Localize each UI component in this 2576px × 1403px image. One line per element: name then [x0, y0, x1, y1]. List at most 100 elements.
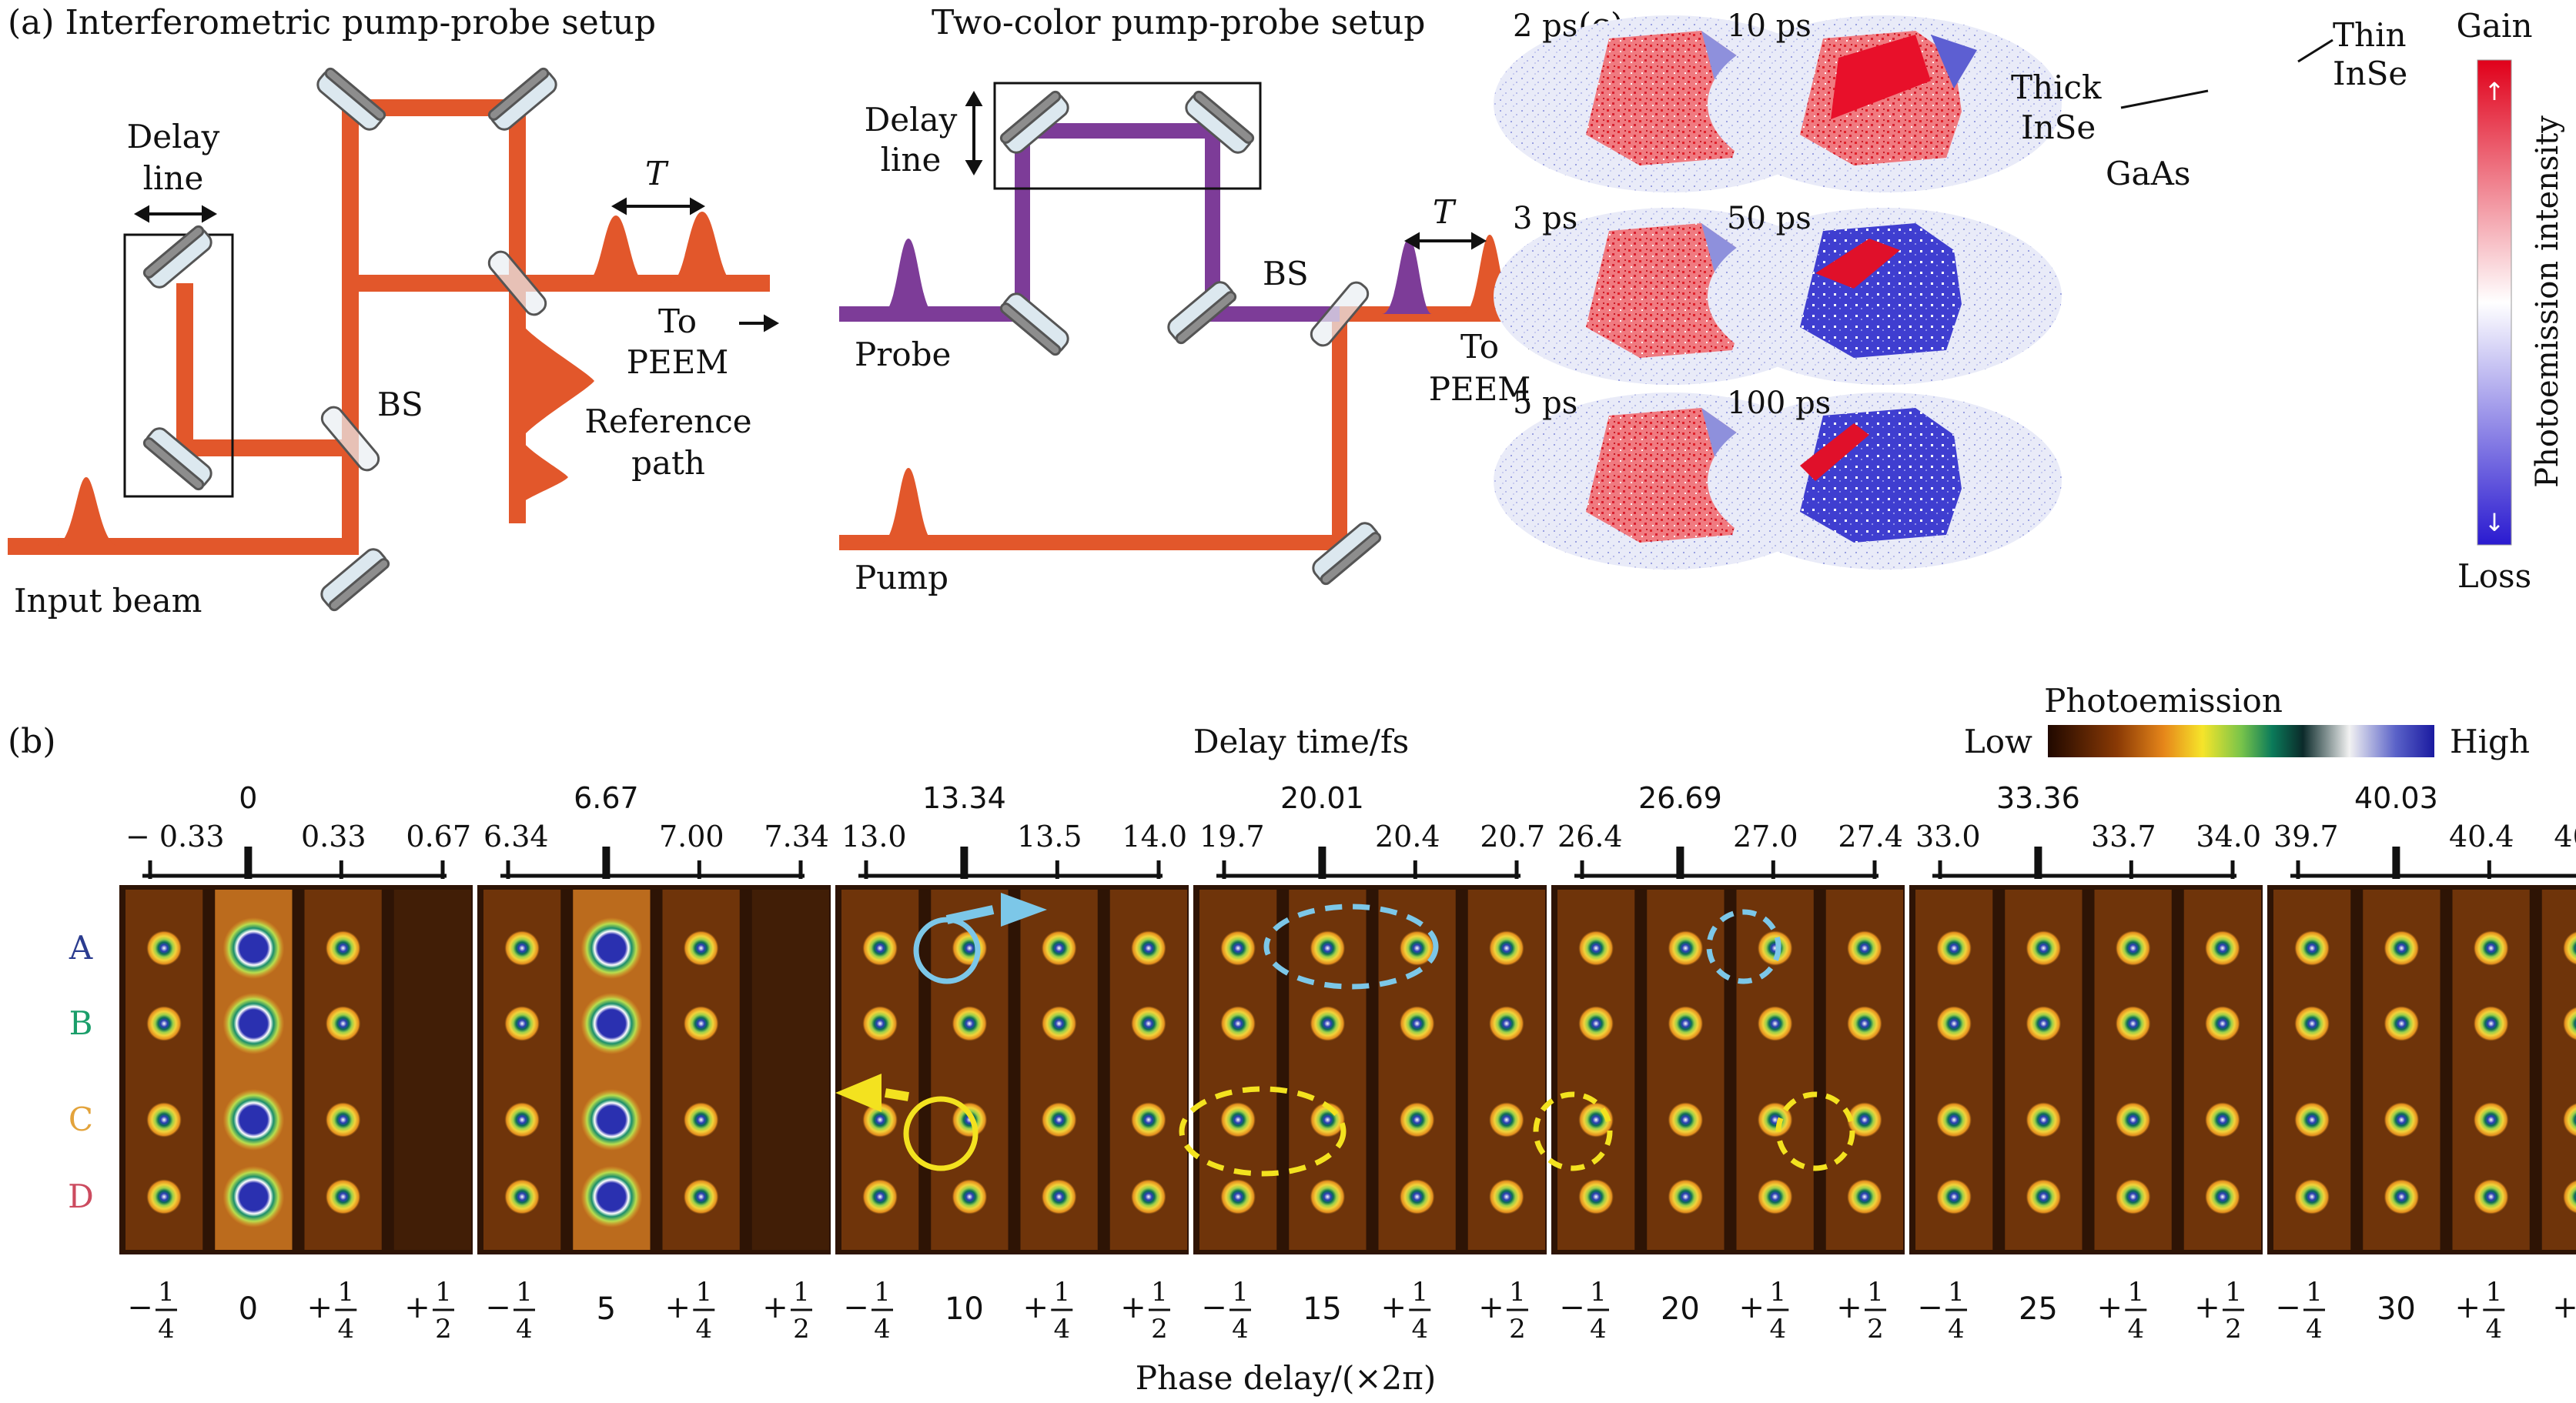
- phase-denominator: 4: [1411, 1314, 1428, 1345]
- photoemission-spot: [2561, 1005, 2576, 1042]
- phase-fraction: −1 4: [843, 1277, 893, 1345]
- photoemission-spot: [682, 1178, 720, 1215]
- photoemission-spot: [1756, 1178, 1794, 1215]
- thick-inse-2: InSe: [2021, 109, 2096, 146]
- row-label: B: [69, 1004, 93, 1042]
- map-time-label: 2 ps: [1513, 8, 1577, 44]
- phase-sign: +: [1023, 1290, 1049, 1325]
- gain-loss-colorbar: [2477, 59, 2512, 546]
- yellow-arrow-shaft: [885, 1088, 909, 1101]
- photoemission-spot: [951, 1178, 989, 1215]
- panel-b: (b) Delay time/fs Photoemission Low High…: [8, 682, 2576, 1397]
- phase-numerator: 1: [793, 1277, 810, 1308]
- phase-denominator: 4: [1590, 1314, 1607, 1345]
- phase-numerator: 1: [1053, 1277, 1070, 1308]
- t2-label: T: [1433, 193, 1457, 231]
- photoemission-spot: [580, 993, 643, 1054]
- photoemission-spot: [324, 1101, 362, 1138]
- delay-line-box: [123, 233, 234, 498]
- photoemission-spot: [1667, 1005, 1705, 1042]
- photoemission-spot: [1935, 1005, 1973, 1042]
- phase-denominator: 4: [2485, 1314, 2502, 1345]
- photoemission-spot: [503, 930, 541, 967]
- delay-subtick-label: 40.4: [2449, 820, 2514, 853]
- phase-fraction: −1 4: [485, 1277, 535, 1345]
- t2-arrow: [1403, 232, 1487, 250]
- photoemission-spot: [2561, 1101, 2576, 1138]
- panel-b-title: (b): [8, 722, 56, 761]
- photoemission-spot: [682, 1101, 720, 1138]
- photoemission-spot: [2472, 1101, 2510, 1138]
- panel-b-overlays: [835, 893, 1855, 1177]
- pulse-group: 0− 0.33 0.33 0.67− 140 +14+ 12: [119, 781, 473, 1345]
- panel-a2-mirrors: [999, 90, 1382, 586]
- phase-numerator: 1: [874, 1277, 891, 1308]
- photoemission-spot: [1577, 930, 1615, 967]
- panel-a: (a) Interferometric pump-probe setup Del…: [8, 3, 780, 620]
- photoemission-spot: [1935, 930, 1973, 967]
- photoemission-spot: [1129, 1101, 1167, 1138]
- phase-center-label: 0: [239, 1291, 258, 1327]
- photoemission-spot: [2472, 930, 2510, 967]
- phase-center-label: 15: [1303, 1291, 1342, 1327]
- photoemission-spot: [2472, 1005, 2510, 1042]
- delay-subtick-label: 26.4: [1557, 820, 1623, 853]
- photoemission-spot: [1398, 930, 1436, 967]
- delay-subtick-label: 19.7: [1199, 820, 1265, 853]
- photoemission-spot: [2114, 930, 2152, 967]
- phase-numerator: 1: [1411, 1277, 1428, 1308]
- delay-subtick-label: 34.0: [2196, 820, 2261, 853]
- phase-sign: −: [127, 1290, 153, 1325]
- photoemission-spot: [1309, 1178, 1347, 1215]
- phase-denominator: 4: [2306, 1314, 2323, 1345]
- beam-splitter-icon: [487, 250, 547, 316]
- frame-strip: [751, 890, 829, 1250]
- probe-label: Probe: [855, 336, 951, 373]
- photoemission-spot: [146, 930, 183, 967]
- photoemission-spot: [1398, 1101, 1436, 1138]
- photoemission-spot: [2203, 1178, 2241, 1215]
- photoemission-spot: [2114, 1178, 2152, 1215]
- photoemission-spot: [2114, 1101, 2152, 1138]
- beam-splitter-icon: [1310, 281, 1370, 347]
- photoemission-spot: [1667, 930, 1705, 967]
- reference-pulse: [517, 316, 594, 446]
- phase-center-label: 10: [945, 1291, 984, 1327]
- reference-pulse-2: [517, 431, 568, 508]
- mirror-icon: [1167, 281, 1237, 345]
- photoemission-spot: [1845, 930, 1883, 967]
- photoemission-spot: [1487, 930, 1525, 967]
- phase-sign: −: [2275, 1290, 2301, 1325]
- phase-fraction: −1 4: [1917, 1277, 1967, 1345]
- map-time-label: 3 ps: [1513, 201, 1577, 236]
- photoemission-colorbar: [2048, 725, 2434, 757]
- phase-sign: +: [307, 1290, 333, 1325]
- photoemission-spot: [2025, 1005, 2062, 1042]
- photoemission-spot: [2561, 1178, 2576, 1215]
- photoemission-spot: [1756, 1101, 1794, 1138]
- delay-subtick-label: 13.0: [841, 820, 907, 853]
- phase-denominator: 2: [435, 1314, 452, 1345]
- pulse-groups: 0− 0.33 0.33 0.67− 140 +14+ 126.676.34 7.00 7.3…: [119, 781, 2576, 1345]
- delay-line2-arrow: [965, 90, 983, 176]
- photoemission-spot: [503, 1178, 541, 1215]
- phase-sign: +: [2194, 1290, 2220, 1325]
- photoemission-spot: [324, 1178, 362, 1215]
- row-labels: AB C D: [68, 929, 94, 1215]
- mirror-icon: [1312, 522, 1382, 586]
- blue-arrow-shaft: [945, 905, 995, 924]
- pump-beam-path: [839, 306, 1547, 550]
- phase-numerator: 1: [1948, 1277, 1965, 1308]
- photoemission-spot: [1219, 930, 1257, 967]
- panel-a2-title: Two-color pump-probe setup: [932, 3, 1425, 42]
- photoemission-spot: [146, 1101, 183, 1138]
- phase-denominator: 4: [1769, 1314, 1786, 1345]
- phase-center-label: 5: [597, 1291, 616, 1327]
- map-time-label: 50 ps: [1727, 201, 1812, 236]
- photoemission-spot: [1487, 1178, 1525, 1215]
- photoemission-spot: [1756, 1005, 1794, 1042]
- photoemission-spot: [1577, 1178, 1615, 1215]
- delay-line-arrow: [133, 205, 218, 223]
- mirror-icon: [320, 548, 390, 612]
